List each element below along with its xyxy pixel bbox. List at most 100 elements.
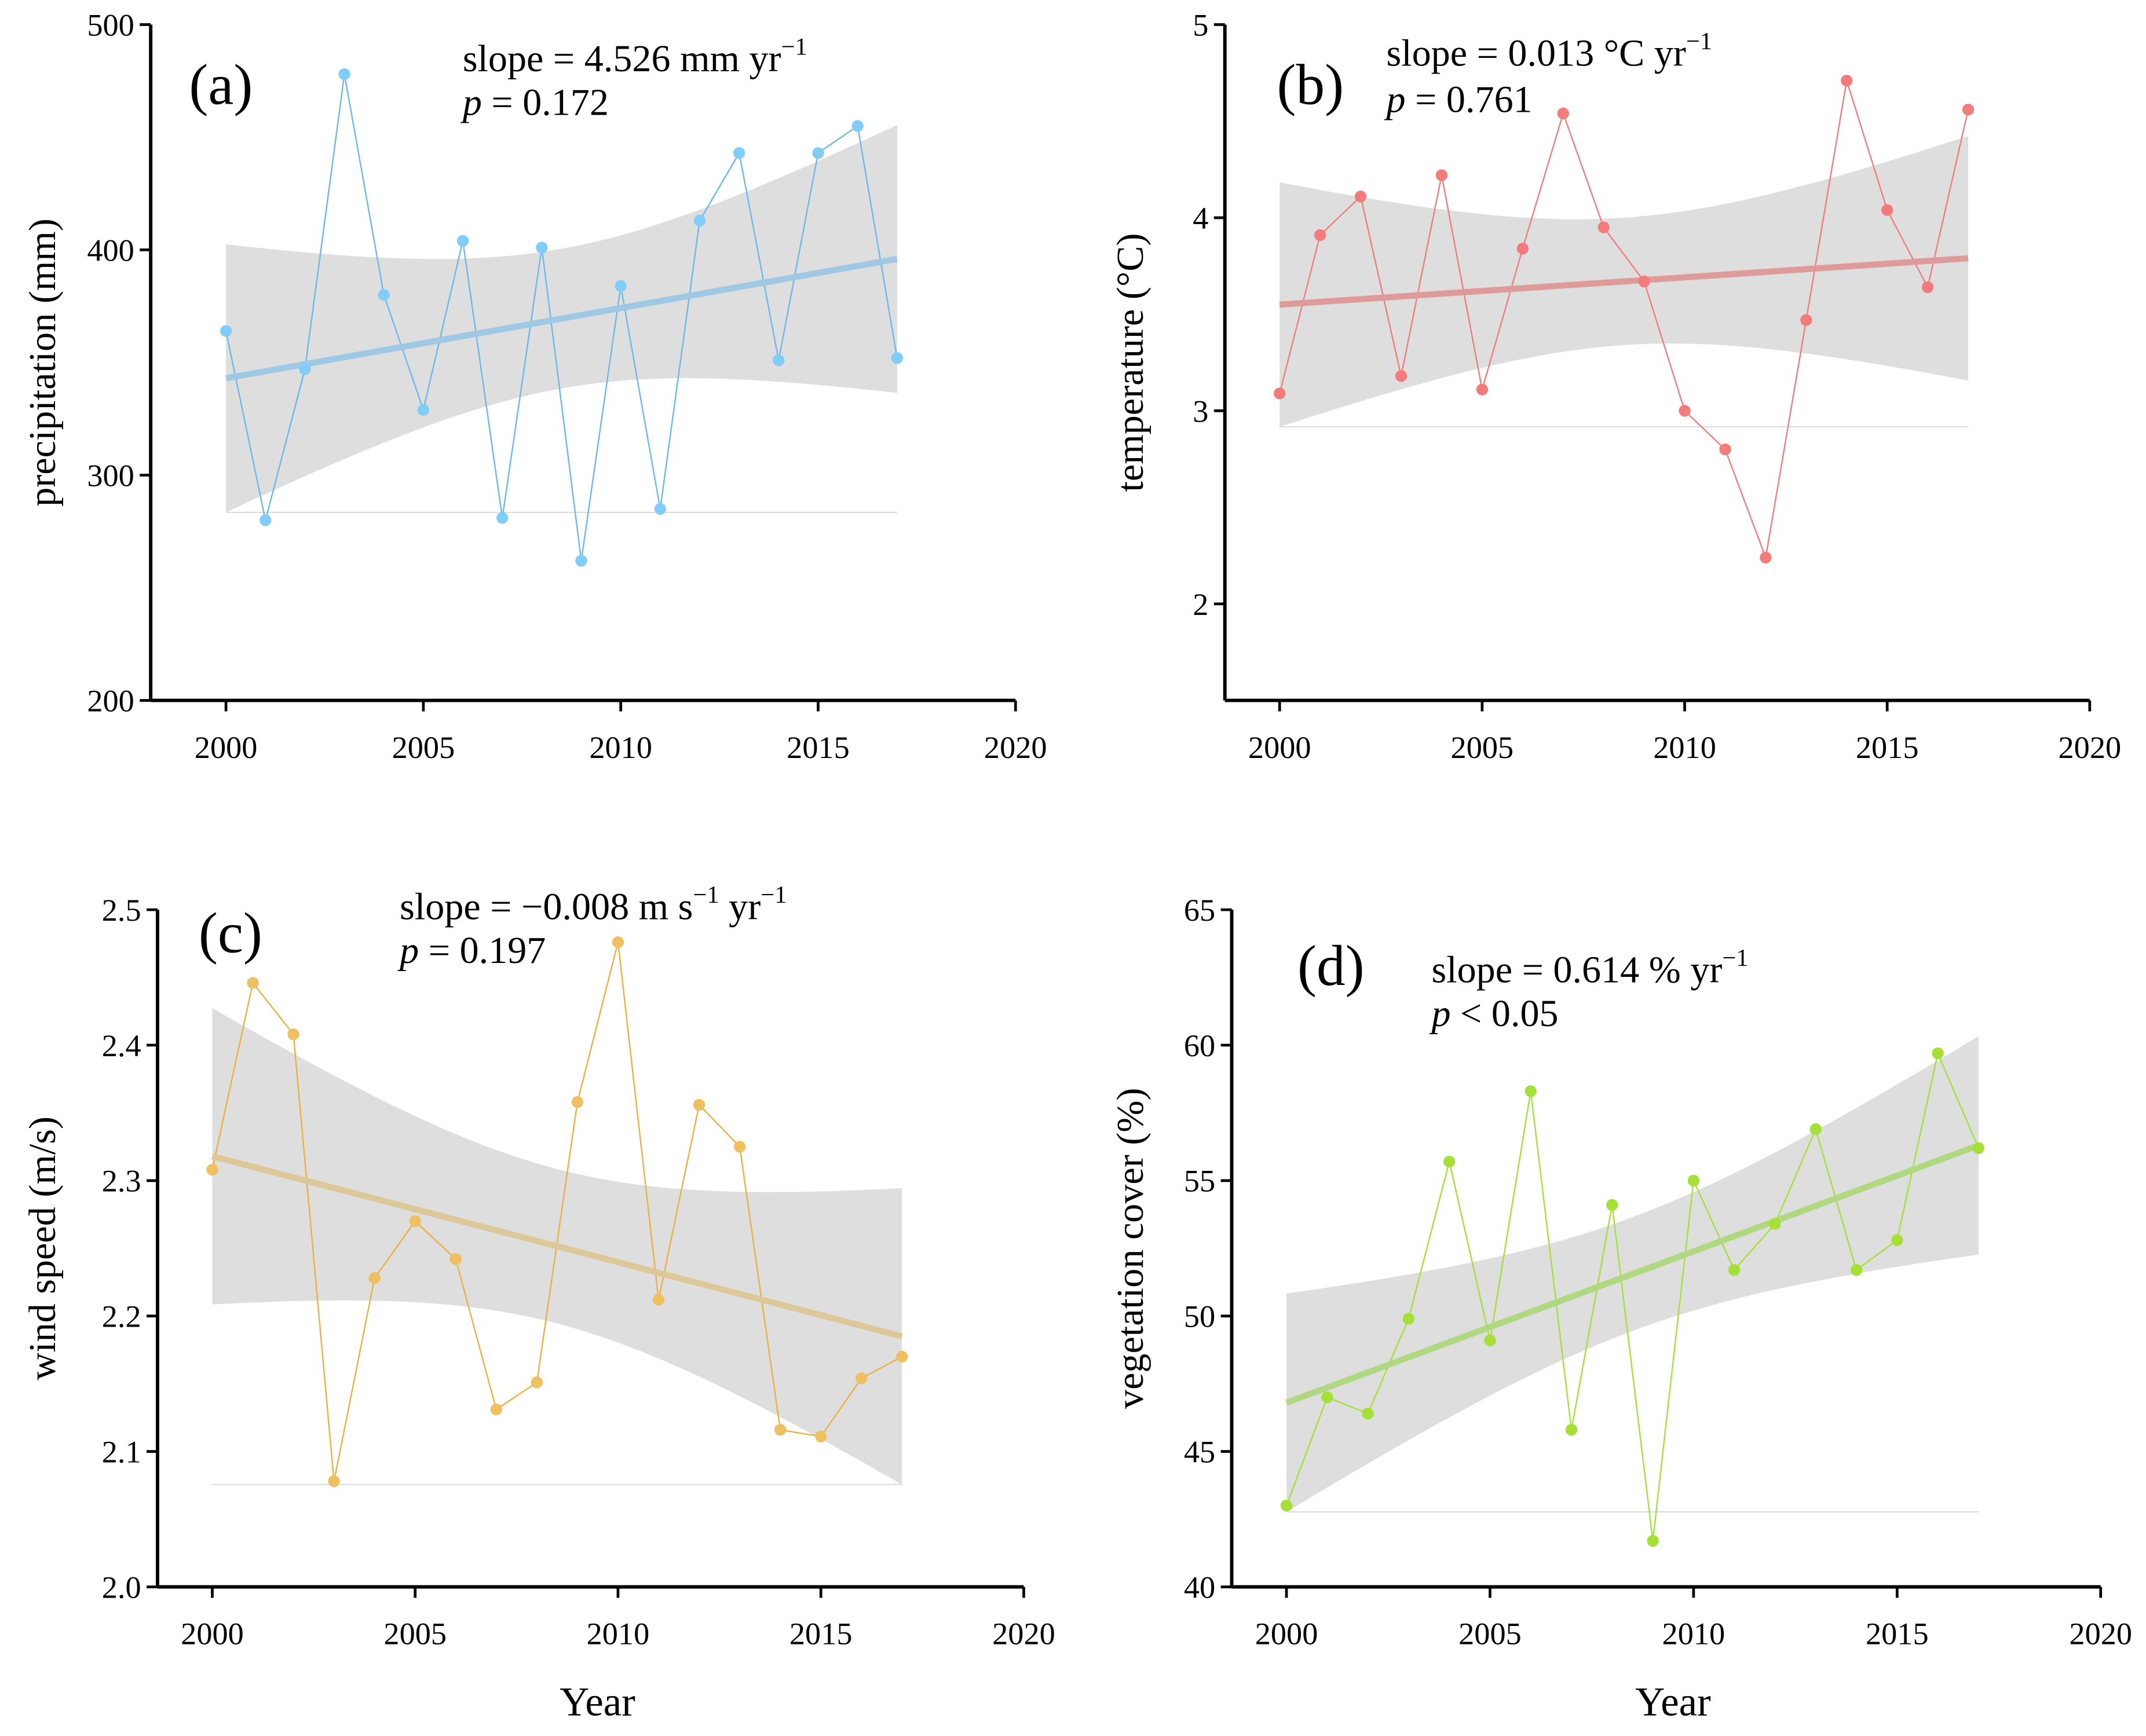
y-tick-label: 2.1 — [102, 1435, 141, 1470]
data-point-2009 — [1638, 275, 1650, 288]
data-point-2003 — [328, 1475, 340, 1488]
data-point-2003 — [1402, 1313, 1415, 1325]
p-symbol: p — [460, 81, 482, 123]
data-point-2011 — [1719, 443, 1731, 456]
x-tick-label: 2000 — [1248, 730, 1311, 765]
x-axis-label: Year — [560, 1680, 635, 1725]
data-point-2012 — [1769, 1218, 1781, 1230]
data-point-2000 — [1280, 1499, 1293, 1512]
data-point-2016 — [851, 120, 864, 132]
superscript: −1 — [1686, 28, 1712, 55]
x-tick-label: 2010 — [1662, 1617, 1725, 1651]
x-tick-label: 2005 — [1451, 730, 1514, 765]
data-point-2008 — [1606, 1199, 1618, 1211]
data-point-2009 — [1647, 1534, 1659, 1547]
data-point-2010 — [1679, 405, 1691, 417]
series-line — [1285, 1051, 1979, 1541]
data-point-2013 — [1800, 314, 1812, 326]
data-point-2007 — [496, 512, 509, 524]
y-tick-label: 3 — [1193, 394, 1208, 428]
data-point-2004 — [1443, 1155, 1456, 1168]
data-point-2006 — [449, 1253, 462, 1265]
x-tick-label: 2005 — [1458, 1617, 1522, 1651]
data-point-2001 — [1314, 229, 1326, 241]
trend-line — [1279, 255, 1969, 308]
data-point-2014 — [1850, 1264, 1863, 1276]
slope-text: slope = 4.526 mm yr — [463, 38, 781, 80]
trend-line — [211, 1153, 903, 1339]
slope-annotation: slope = −0.008 m s−1 yr−1 — [400, 881, 787, 928]
data-point-2002 — [1354, 191, 1367, 203]
data-point-2011 — [654, 503, 667, 515]
data-point-2009 — [571, 1096, 584, 1108]
y-tick-label: 40 — [1184, 1570, 1215, 1605]
y-tick-label: 300 — [87, 458, 134, 493]
data-point-2017 — [896, 1350, 908, 1363]
y-axis-label: wind speed (m/s) — [21, 1116, 64, 1380]
x-tick-label: 2015 — [1866, 1617, 1929, 1651]
data-point-2001 — [247, 977, 259, 989]
data-point-2005 — [1484, 1334, 1496, 1346]
x-tick-label: 2005 — [392, 730, 455, 765]
trend-line — [1285, 1142, 1980, 1406]
data-point-2017 — [891, 352, 903, 364]
x-tick-label: 2020 — [992, 1617, 1055, 1651]
data-point-2008 — [531, 1376, 543, 1389]
slope-text: yr — [719, 886, 761, 928]
p-value: = 0.172 — [482, 81, 609, 123]
data-point-2016 — [856, 1372, 868, 1385]
p-value: = 0.761 — [1406, 79, 1533, 121]
data-point-2017 — [1972, 1142, 1985, 1154]
y-tick-label: 55 — [1184, 1164, 1215, 1199]
panel-c: 2000 2005 2010 2015 2020 2.0 2.1 2.2 2.3 2.4 2.5 wi… — [21, 881, 1055, 1724]
data-point-2004 — [1435, 169, 1448, 181]
data-point-2009 — [575, 555, 587, 567]
series-line — [1279, 80, 1969, 561]
series-line — [211, 942, 902, 1482]
y-tick-label: 2.5 — [102, 893, 141, 928]
y-axis-label: vegetation cover (%) — [1109, 1088, 1151, 1409]
slope-annotation: slope = 0.614 % yr−1 — [1431, 944, 1748, 991]
x-tick-label: 2020 — [984, 730, 1047, 765]
data-point-2015 — [812, 147, 824, 159]
data-point-2003 — [1395, 370, 1407, 382]
panel-label: (c) — [199, 902, 262, 965]
y-tick-label: 200 — [87, 683, 134, 718]
slope-text: slope = 0.013 °C yr — [1387, 32, 1686, 74]
x-tick-label: 2005 — [383, 1617, 447, 1651]
data-point-2017 — [1962, 104, 1975, 116]
data-point-2005 — [409, 1215, 421, 1228]
data-point-2011 — [652, 1294, 665, 1306]
data-point-2013 — [733, 1141, 746, 1153]
data-point-2005 — [1476, 383, 1489, 395]
data-point-2010 — [1687, 1174, 1700, 1186]
data-point-2006 — [1516, 243, 1529, 255]
slope-text: slope = 0.614 % yr — [1431, 948, 1722, 991]
panel-b: 2000 2005 2010 2015 2020 2 3 4 5 temperature (°C)… — [1109, 8, 2121, 764]
x-tick-label: 2020 — [2059, 730, 2122, 765]
panel-label: (b) — [1277, 54, 1344, 117]
superscript: −1 — [1722, 944, 1748, 972]
y-axis-label: temperature (°C) — [1109, 233, 1151, 492]
x-tick-label: 2010 — [1653, 730, 1716, 765]
data-point-2015 — [1881, 204, 1893, 216]
y-tick-label: 50 — [1184, 1299, 1215, 1334]
x-tick-label: 2010 — [587, 1617, 650, 1651]
y-tick-label: 65 — [1184, 893, 1215, 928]
data-point-2016 — [1932, 1047, 1944, 1060]
y-tick-label: 45 — [1184, 1435, 1215, 1470]
y-tick-label: 5 — [1193, 8, 1208, 42]
data-point-2005 — [417, 404, 430, 416]
p-value-annotation: p < 0.05 — [1429, 992, 1558, 1035]
y-tick-label: 2 — [1193, 587, 1208, 622]
y-tick-label: 400 — [87, 233, 134, 268]
data-point-2002 — [1362, 1407, 1374, 1420]
y-tick-label: 2.2 — [102, 1299, 141, 1334]
x-tick-label: 2000 — [181, 1617, 244, 1651]
data-point-2000 — [206, 1163, 218, 1176]
y-tick-label: 2.4 — [102, 1028, 141, 1063]
data-point-2006 — [456, 235, 469, 247]
y-tick-label: 500 — [87, 8, 134, 42]
x-tick-label: 2015 — [787, 730, 850, 765]
